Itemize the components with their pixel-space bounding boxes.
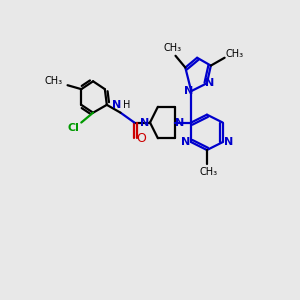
Text: N: N [184, 86, 193, 96]
Text: N: N [224, 137, 233, 147]
Text: N: N [175, 118, 184, 128]
Text: CH₃: CH₃ [164, 43, 181, 53]
Text: CH₃: CH₃ [225, 49, 244, 59]
Text: CH₃: CH₃ [45, 76, 63, 86]
Text: O: O [136, 132, 146, 145]
Text: CH₃: CH₃ [200, 167, 218, 177]
Text: N: N [181, 137, 190, 147]
Text: N: N [205, 78, 214, 88]
Text: H: H [123, 100, 130, 110]
Text: Cl: Cl [68, 123, 80, 134]
Text: N: N [112, 100, 121, 110]
Text: N: N [140, 118, 150, 128]
